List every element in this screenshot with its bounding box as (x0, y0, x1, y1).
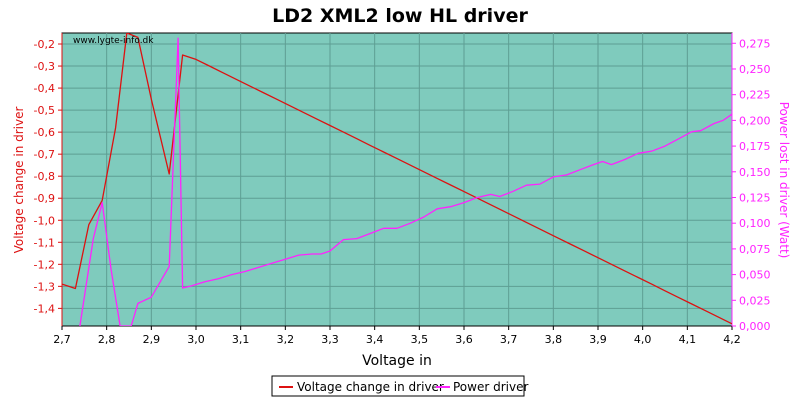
series-lines (62, 33, 732, 326)
y-right-tick-label: 0,050 (739, 269, 771, 282)
chart-title: LD2 XML2 low HL driver (272, 5, 528, 27)
x-tick-label: 2,8 (98, 333, 116, 346)
x-axis-label: Voltage in (362, 353, 432, 369)
y-left-tick-label: -0,7 (34, 148, 55, 161)
y-right-tick-label: 0,225 (739, 89, 771, 102)
x-tick-label: 4,0 (634, 333, 652, 346)
x-tick-label: 3,8 (545, 333, 563, 346)
y-right-tick-label: 0,125 (739, 191, 771, 204)
y-right-tick-label: 0,200 (739, 114, 771, 127)
y-right-tick-label: 0,175 (739, 140, 771, 153)
y-left-tick-label: -1,3 (34, 280, 55, 293)
legend: Voltage change in driver Power driver (271, 375, 528, 397)
y-axis-right: 0,000 0,025 0,050 0,075 0,100 0,125 0,150 0,175… (731, 33, 771, 333)
watermark: www.lygte-info.dk (73, 36, 154, 46)
grid (61, 33, 733, 326)
series-line-power (79, 37, 732, 326)
y-left-tick-label: -1,2 (34, 258, 55, 271)
x-tick-label: 3,5 (411, 333, 429, 346)
y-left-tick-label: -0,3 (34, 60, 55, 73)
y-left-tick-label: -1,1 (34, 236, 55, 249)
legend-label-power: Power driver (453, 380, 528, 394)
x-tick-label: 2,9 (143, 333, 161, 346)
y-left-tick-label: -1,4 (34, 302, 55, 315)
x-tick-label: 4,2 (723, 333, 741, 346)
series-line-voltage (62, 33, 732, 325)
y-left-tick-label: -0,6 (34, 126, 55, 139)
y-right-tick-label: 0,075 (739, 243, 771, 256)
y-left-tick-label: -0,4 (34, 82, 55, 95)
y-right-tick-label: 0,250 (739, 63, 771, 76)
x-tick-label: 3,7 (500, 333, 518, 346)
x-tick-label: 2,7 (53, 333, 71, 346)
y-left-tick-label: -0,2 (34, 38, 55, 51)
y-right-tick-label: 0,025 (739, 294, 771, 307)
x-tick-label: 3,1 (232, 333, 250, 346)
x-tick-label: 3,9 (589, 333, 607, 346)
y-left-tick-label: -0,5 (34, 104, 55, 117)
y-right-tick-label: 0,000 (739, 320, 771, 333)
y-right-tick-label: 0,150 (739, 166, 771, 179)
y-left-tick-label: -0,9 (34, 192, 55, 205)
x-tick-label: 3,4 (366, 333, 384, 346)
y-left-tick-label: -0,8 (34, 170, 55, 183)
x-tick-label: 3,3 (321, 333, 339, 346)
plot-area (61, 32, 733, 327)
y-left-tick-label: -1,0 (34, 214, 55, 227)
legend-label-voltage: Voltage change in driver (297, 380, 444, 394)
y-right-tick-label: 0,100 (739, 217, 771, 230)
y-axis-left-label: Voltage change in driver (12, 107, 26, 254)
legend-box (271, 375, 525, 397)
y-axis-left: -0,2 -0,3 -0,4 -0,5 -0,6 -0,7 -0,8 -0,9 -1,0 -1,1… (34, 33, 63, 326)
y-axis-right-label: Power lost in driver (Watt) (777, 102, 791, 259)
x-tick-label: 3,6 (455, 333, 473, 346)
x-tick-label: 4,1 (679, 333, 697, 346)
x-tick-label: 3,0 (187, 333, 205, 346)
x-tick-label: 3,2 (277, 333, 295, 346)
y-right-tick-label: 0,275 (739, 37, 771, 50)
x-axis: 2,7 2,8 2,9 3,0 3,1 3,2 3,3 3,4 3,5 3,6 3,7 3,8 3,9 4… (53, 325, 741, 346)
